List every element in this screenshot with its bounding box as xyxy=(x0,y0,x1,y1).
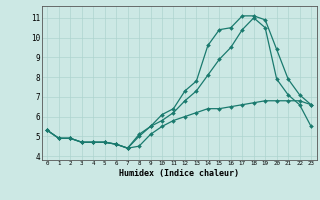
X-axis label: Humidex (Indice chaleur): Humidex (Indice chaleur) xyxy=(119,169,239,178)
